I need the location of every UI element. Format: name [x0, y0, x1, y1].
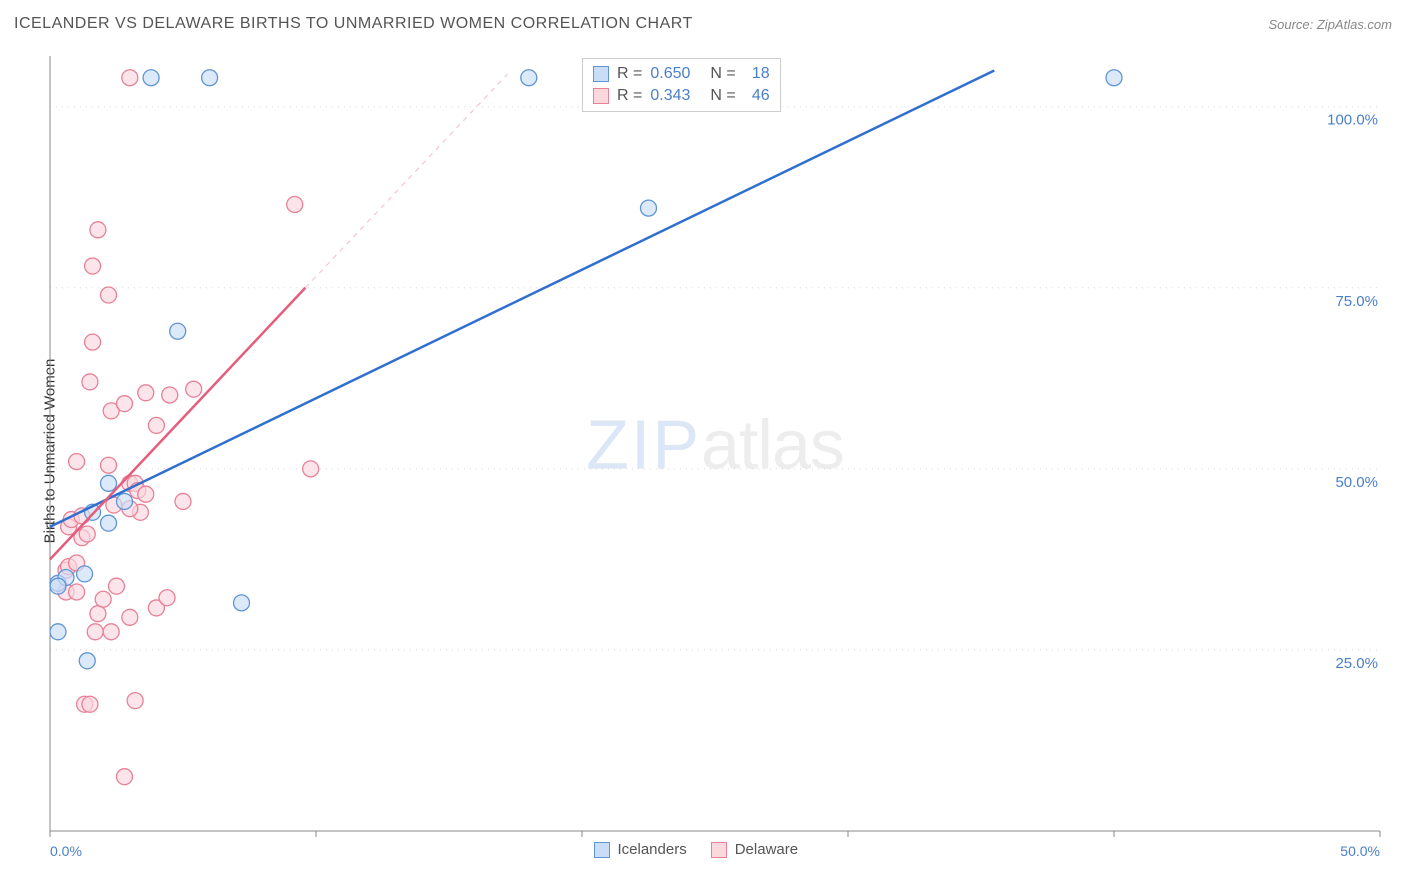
svg-text:75.0%: 75.0%: [1335, 293, 1378, 310]
legend-swatch-pink: [711, 842, 727, 858]
legend-swatch-blue: [594, 842, 610, 858]
legend-item-pink: Delaware: [711, 841, 798, 858]
svg-text:50.0%: 50.0%: [1335, 474, 1378, 491]
scatter-chart: 25.0% 50.0% 75.0% 100.0%: [40, 46, 1390, 856]
svg-text:25.0%: 25.0%: [1335, 655, 1378, 672]
chart-title: ICELANDER VS DELAWARE BIRTHS TO UNMARRIE…: [14, 15, 693, 33]
source-label: Source: ZipAtlas.com: [1268, 17, 1392, 32]
chart-header: ICELANDER VS DELAWARE BIRTHS TO UNMARRIE…: [0, 0, 1406, 44]
legend-row-blue: R =0.650N =18: [593, 63, 770, 85]
series-legend: Icelanders Delaware: [594, 841, 799, 858]
legend-swatch-pink: [593, 88, 609, 104]
legend-row-pink: R =0.343N =46: [593, 85, 770, 107]
x-axis-tick-first: 0.0%: [50, 843, 82, 859]
correlation-legend: R =0.650N =18R =0.343N =46: [582, 58, 781, 112]
legend-swatch-blue: [593, 66, 609, 82]
legend-item-blue: Icelanders: [594, 841, 687, 858]
svg-text:100.0%: 100.0%: [1327, 112, 1378, 129]
plot-area: Births to Unmarried Women ZIPatlas 25.0%…: [40, 46, 1390, 856]
x-axis-tick-last: 50.0%: [1340, 843, 1380, 859]
